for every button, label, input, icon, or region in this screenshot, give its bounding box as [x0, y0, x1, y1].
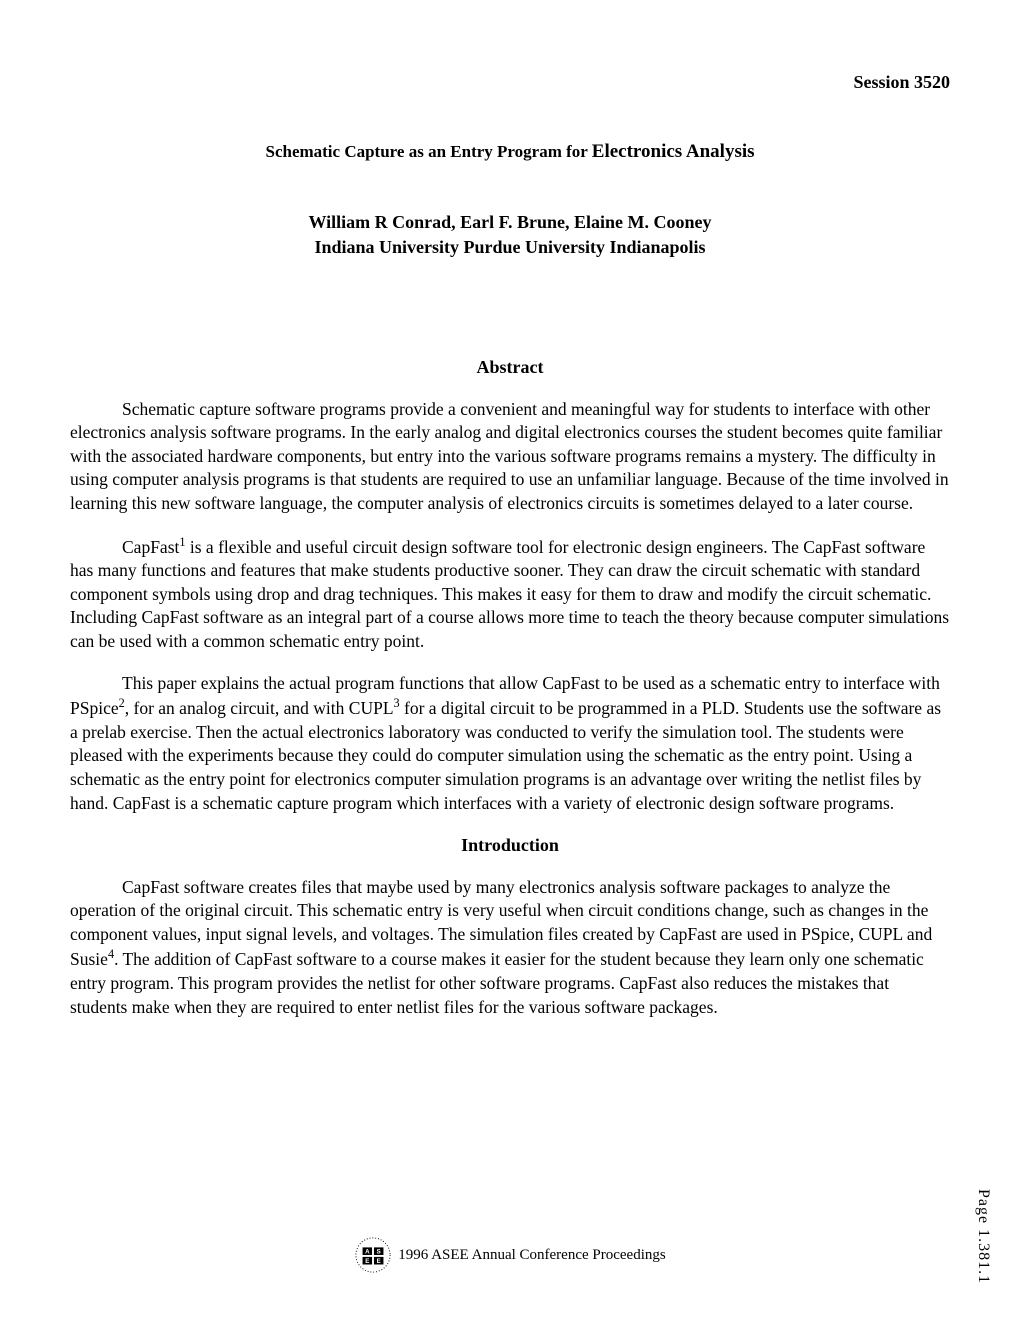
p4b: . The addition of CapFast software to a …: [70, 949, 924, 1016]
authors-line1: William R Conrad, Earl F. Brune, Elaine …: [70, 210, 950, 235]
intro-para1: CapFast software creates files that mayb…: [70, 876, 950, 1020]
p3b: , for an analog circuit, and with CUPL: [125, 698, 394, 718]
svg-text:S: S: [377, 1248, 381, 1255]
abstract-para1: Schematic capture software programs prov…: [70, 398, 950, 516]
page-number: Page 1.381.1: [972, 1189, 994, 1284]
abstract-heading: Abstract: [70, 355, 950, 379]
abstract-para3: This paper explains the actual program f…: [70, 672, 950, 816]
svg-text:E: E: [366, 1258, 370, 1265]
asee-logo-icon: A S E E: [354, 1236, 392, 1274]
paper-title: Schematic Capture as an Entry Program fo…: [70, 139, 950, 165]
svg-text:A: A: [365, 1248, 370, 1255]
session-label: Session 3520: [70, 70, 950, 94]
svg-text:E: E: [377, 1258, 381, 1265]
introduction-heading: Introduction: [70, 833, 950, 857]
p2a: CapFast: [122, 537, 179, 557]
title-part1: Schematic Capture as an Entry Program fo…: [265, 142, 591, 161]
title-part2: Electronics Analysis: [592, 141, 755, 162]
authors-line2: Indiana University Purdue University Ind…: [70, 235, 950, 260]
footer-text: 1996 ASEE Annual Conference Proceedings: [398, 1245, 665, 1265]
abstract-para2: CapFast1 is a flexible and useful circui…: [70, 534, 950, 654]
authors-block: William R Conrad, Earl F. Brune, Elaine …: [70, 210, 950, 260]
footer: A S E E 1996 ASEE Annual Conference Proc…: [0, 1236, 1020, 1280]
p2b: is a flexible and useful circuit design …: [70, 537, 949, 652]
